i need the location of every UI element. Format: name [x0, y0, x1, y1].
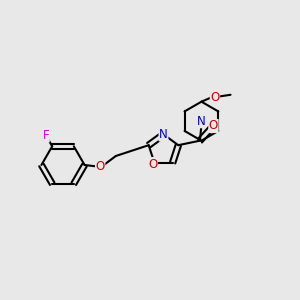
Text: N: N — [159, 128, 168, 141]
Text: N: N — [197, 115, 206, 128]
Text: F: F — [43, 129, 49, 142]
Text: O: O — [210, 91, 220, 104]
Text: O: O — [148, 158, 158, 171]
Text: O: O — [96, 160, 105, 173]
Text: O: O — [209, 119, 218, 133]
